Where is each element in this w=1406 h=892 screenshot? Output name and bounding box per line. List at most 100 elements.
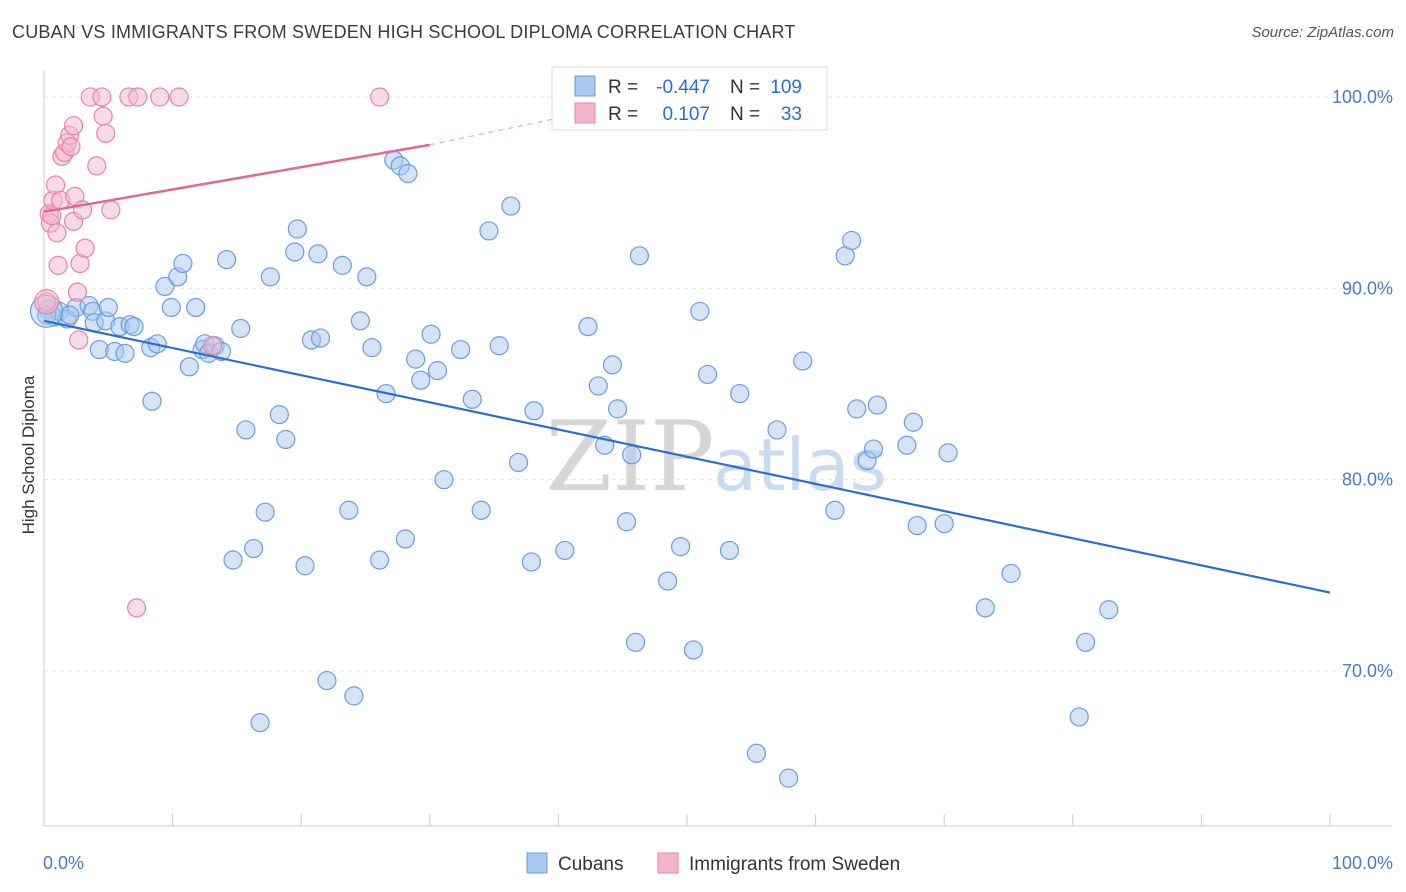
cubans-point-72 <box>555 540 575 561</box>
legend-box <box>551 66 828 131</box>
cubans-point-87 <box>719 540 740 561</box>
chart-title: CUBAN VS IMMIGRANTS FROM SWEDEN HIGH SCH… <box>12 22 796 42</box>
cubans-point-50 <box>357 267 377 287</box>
cubans-point-76 <box>602 355 623 375</box>
cubans-point-35 <box>255 502 275 522</box>
cubans-point-21 <box>173 253 193 274</box>
cubans-point-73 <box>578 317 598 337</box>
cubans-point-84 <box>683 640 704 660</box>
cubans-point-45 <box>317 670 337 691</box>
cubans-point-107 <box>1069 707 1089 727</box>
cubans-point-47 <box>339 500 359 520</box>
cubans-point-109 <box>1099 600 1119 620</box>
sweden-point-32 <box>63 116 84 136</box>
legend-swatch-sweden <box>574 102 596 124</box>
sweden-point-0 <box>36 292 57 312</box>
sweden-point-17 <box>69 330 89 350</box>
cubans-point-79 <box>622 445 642 465</box>
sweden-trend-extension <box>429 117 559 146</box>
cubans-point-51 <box>362 338 382 358</box>
cubans-point-57 <box>398 163 418 184</box>
cubans-point-49 <box>350 311 370 331</box>
cubans-point-82 <box>658 571 678 591</box>
legend-r-value-2: 0.107 <box>662 104 710 125</box>
cubans-point-106 <box>1001 563 1021 584</box>
cubans-point-30 <box>223 550 243 570</box>
cubans-point-105 <box>975 598 995 618</box>
bottom-legend-sweden: Immigrants from Sweden <box>689 854 900 875</box>
cubans-point-66 <box>479 221 499 241</box>
cubans-point-64 <box>462 389 482 409</box>
cubans-point-99 <box>867 395 887 415</box>
cubans-point-112 <box>98 297 118 318</box>
correlation-legend: R = -0.447 N = 109 R = 0.107 N = 33 <box>551 66 828 131</box>
cubans-point-22 <box>179 357 199 377</box>
sweden-point-30 <box>169 87 189 107</box>
cubans-point-23 <box>186 297 206 318</box>
legend-n-label-1: N = <box>730 77 760 98</box>
sweden-trend-line <box>43 143 431 214</box>
cubans-point-12 <box>115 343 135 363</box>
cubans-point-83 <box>670 537 691 557</box>
sweden-point-6 <box>47 223 67 243</box>
cubans-point-92 <box>793 351 813 371</box>
cubans-point-41 <box>295 556 315 576</box>
legend-swatch-cubans <box>574 75 596 97</box>
watermark: ZIP atlas <box>545 401 887 513</box>
sweden-point-33 <box>370 87 390 107</box>
x-tick-labels: 0.0% 100.0% <box>43 853 1393 873</box>
cubans-point-56 <box>395 529 415 549</box>
cubans-point-70 <box>521 552 541 572</box>
cubans-point-93 <box>825 500 845 520</box>
cubans-point-86 <box>697 364 718 385</box>
cubans-point-52 <box>370 550 390 570</box>
sweden-point-25 <box>96 123 116 143</box>
sweden-point-29 <box>150 87 170 107</box>
cubans-point-39 <box>285 242 305 262</box>
cubans-point-37 <box>269 405 289 425</box>
y-tick-label-1: 90.0% <box>1342 278 1393 298</box>
x-tick-label-1: 100.0% <box>1332 853 1393 873</box>
cubans-point-85 <box>690 301 710 321</box>
sweden-cluster-point <box>33 289 60 315</box>
cubans-point-74 <box>588 376 608 396</box>
cubans-point-101 <box>903 412 923 432</box>
cubans-point-38 <box>276 429 296 450</box>
sweden-point-26 <box>101 200 121 220</box>
cubans-points <box>29 150 1119 788</box>
cubans-point-43 <box>308 244 328 264</box>
source-credit: Source: ZipAtlas.com <box>1251 24 1394 41</box>
grid-lines <box>44 96 1392 672</box>
x-tick-label-0: 0.0% <box>43 853 84 873</box>
cubans-point-58 <box>406 349 426 369</box>
sweden-points <box>33 87 390 618</box>
cubans-point-100 <box>897 435 917 455</box>
cubans-point-96 <box>847 399 867 419</box>
y-tick-label-3: 70.0% <box>1342 661 1393 681</box>
axes <box>43 70 1392 827</box>
sweden-point-34 <box>126 598 147 618</box>
bottom-legend-cubans: Cubans <box>558 854 624 875</box>
cubans-point-14 <box>124 317 144 337</box>
cubans-point-89 <box>746 743 767 763</box>
cubans-point-59 <box>411 370 431 390</box>
cubans-point-102 <box>907 515 927 536</box>
cubans-point-62 <box>434 470 454 490</box>
cubans-point-31 <box>231 318 251 339</box>
cubans-point-40 <box>287 219 307 239</box>
cubans-point-34 <box>250 713 270 733</box>
cubans-point-67 <box>489 336 509 356</box>
legend-r-value-1: -0.447 <box>656 77 710 98</box>
cubans-point-104 <box>938 443 958 463</box>
cubans-point-16 <box>142 391 162 411</box>
cubans-point-65 <box>471 500 491 520</box>
y-tick-label-2: 80.0% <box>1342 470 1393 490</box>
cubans-point-88 <box>730 383 750 404</box>
cubans-point-18 <box>155 276 175 297</box>
cubans-point-19 <box>161 297 181 318</box>
cubans-point-95 <box>842 230 862 251</box>
series-legend: Cubans Immigrants from Sweden <box>526 852 900 875</box>
legend-n-label-2: N = <box>730 104 760 125</box>
y-tick-label-0: 100.0% <box>1332 87 1393 107</box>
